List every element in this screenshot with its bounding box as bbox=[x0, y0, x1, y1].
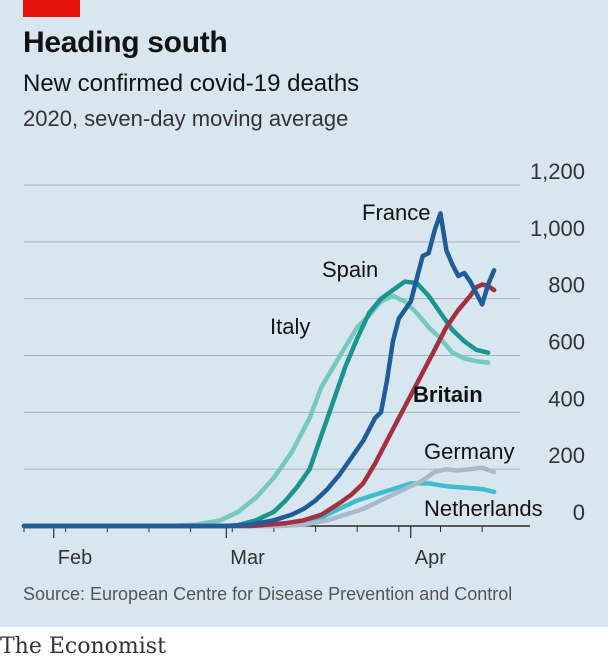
y-tick-label: 1,000 bbox=[530, 216, 585, 241]
y-tick-label: 0 bbox=[573, 500, 585, 525]
y-tick-label: 400 bbox=[548, 386, 585, 411]
y-tick-label: 600 bbox=[548, 330, 585, 355]
y-axis-ticks: 0 200 400 600 800 1,000 1,200 bbox=[530, 159, 585, 525]
chart-subsubtitle: 2020, seven-day moving average bbox=[23, 106, 349, 131]
series-label-italy: Italy bbox=[270, 314, 310, 339]
chart-subtitle: New confirmed covid-19 deaths bbox=[23, 70, 360, 97]
x-axis-ticks: Feb Mar Apr bbox=[23, 526, 483, 569]
series-line-germany bbox=[21, 465, 497, 529]
series-label-spain: Spain bbox=[322, 257, 378, 282]
chart-title: Heading south bbox=[23, 26, 228, 59]
x-tick-label: Feb bbox=[58, 547, 92, 569]
source-note: Source: European Centre for Disease Prev… bbox=[23, 584, 513, 604]
series-lines bbox=[21, 211, 497, 529]
line-chart: 0 200 400 600 800 1,000 1,200 Feb Mar Apr Italy S… bbox=[21, 159, 585, 569]
series-line-spain bbox=[21, 279, 491, 529]
series-line-france bbox=[21, 211, 497, 529]
series-label-britain: Britain bbox=[413, 382, 483, 407]
y-tick-label: 1,200 bbox=[530, 159, 585, 184]
economist-logo: The Economist bbox=[0, 634, 166, 659]
series-label-netherlands: Netherlands bbox=[424, 496, 543, 521]
y-tick-label: 800 bbox=[548, 273, 585, 298]
x-tick-label: Apr bbox=[415, 547, 446, 569]
brand-red-tab bbox=[23, 0, 80, 17]
y-tick-label: 200 bbox=[548, 443, 585, 468]
x-tick-label: Mar bbox=[230, 547, 265, 569]
series-line-italy bbox=[21, 293, 491, 529]
series-labels: Italy Spain France Britain Germany Netherland… bbox=[270, 200, 543, 521]
series-label-france: France bbox=[362, 200, 430, 225]
series-label-germany: Germany bbox=[424, 439, 514, 464]
